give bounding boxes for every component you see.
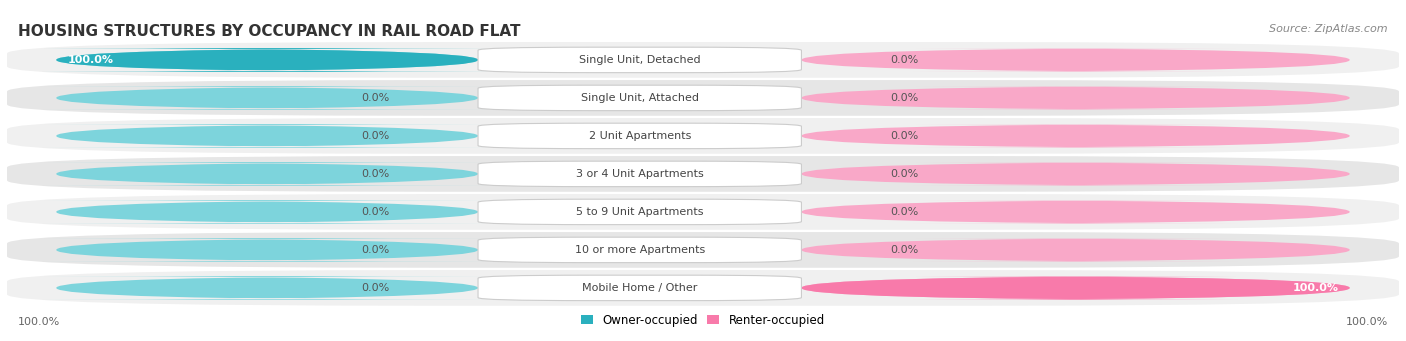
FancyBboxPatch shape bbox=[801, 86, 1350, 110]
FancyBboxPatch shape bbox=[7, 270, 1399, 306]
FancyBboxPatch shape bbox=[478, 123, 801, 149]
FancyBboxPatch shape bbox=[7, 232, 1399, 268]
FancyBboxPatch shape bbox=[801, 238, 1350, 262]
FancyBboxPatch shape bbox=[7, 80, 1399, 116]
Text: Mobile Home / Other: Mobile Home / Other bbox=[582, 283, 697, 293]
Legend: Owner-occupied, Renter-occupied: Owner-occupied, Renter-occupied bbox=[576, 309, 830, 332]
Text: 2 Unit Apartments: 2 Unit Apartments bbox=[589, 131, 690, 141]
Text: 100.0%: 100.0% bbox=[1346, 317, 1388, 327]
Text: 100.0%: 100.0% bbox=[18, 317, 60, 327]
FancyBboxPatch shape bbox=[42, 238, 492, 262]
FancyBboxPatch shape bbox=[801, 48, 1350, 72]
Text: 10 or more Apartments: 10 or more Apartments bbox=[575, 245, 704, 255]
FancyBboxPatch shape bbox=[801, 200, 1350, 224]
Text: 0.0%: 0.0% bbox=[890, 55, 918, 65]
FancyBboxPatch shape bbox=[42, 48, 492, 72]
Text: HOUSING STRUCTURES BY OCCUPANCY IN RAIL ROAD FLAT: HOUSING STRUCTURES BY OCCUPANCY IN RAIL … bbox=[18, 24, 520, 39]
Text: 0.0%: 0.0% bbox=[890, 93, 918, 103]
FancyBboxPatch shape bbox=[478, 237, 801, 263]
Text: Single Unit, Attached: Single Unit, Attached bbox=[581, 93, 699, 103]
Text: 0.0%: 0.0% bbox=[361, 93, 389, 103]
FancyBboxPatch shape bbox=[478, 161, 801, 187]
Text: Single Unit, Detached: Single Unit, Detached bbox=[579, 55, 700, 65]
FancyBboxPatch shape bbox=[42, 86, 492, 110]
FancyBboxPatch shape bbox=[801, 276, 1350, 300]
FancyBboxPatch shape bbox=[42, 124, 492, 148]
FancyBboxPatch shape bbox=[42, 276, 492, 300]
Text: 5 to 9 Unit Apartments: 5 to 9 Unit Apartments bbox=[576, 207, 703, 217]
Text: 100.0%: 100.0% bbox=[67, 55, 114, 65]
FancyBboxPatch shape bbox=[42, 48, 492, 72]
Text: 0.0%: 0.0% bbox=[361, 131, 389, 141]
FancyBboxPatch shape bbox=[42, 162, 492, 186]
Text: Source: ZipAtlas.com: Source: ZipAtlas.com bbox=[1270, 24, 1388, 34]
FancyBboxPatch shape bbox=[478, 85, 801, 110]
Text: 0.0%: 0.0% bbox=[361, 169, 389, 179]
Text: 0.0%: 0.0% bbox=[890, 207, 918, 217]
FancyBboxPatch shape bbox=[801, 162, 1350, 186]
Text: 0.0%: 0.0% bbox=[361, 245, 389, 255]
Text: 100.0%: 100.0% bbox=[1292, 283, 1339, 293]
Text: 0.0%: 0.0% bbox=[361, 207, 389, 217]
FancyBboxPatch shape bbox=[7, 42, 1399, 78]
Text: 0.0%: 0.0% bbox=[890, 169, 918, 179]
FancyBboxPatch shape bbox=[801, 276, 1350, 300]
FancyBboxPatch shape bbox=[478, 199, 801, 225]
FancyBboxPatch shape bbox=[7, 156, 1399, 192]
FancyBboxPatch shape bbox=[478, 275, 801, 301]
FancyBboxPatch shape bbox=[7, 194, 1399, 230]
Text: 0.0%: 0.0% bbox=[890, 131, 918, 141]
FancyBboxPatch shape bbox=[7, 118, 1399, 154]
FancyBboxPatch shape bbox=[42, 200, 492, 224]
Text: 0.0%: 0.0% bbox=[361, 283, 389, 293]
Text: 3 or 4 Unit Apartments: 3 or 4 Unit Apartments bbox=[576, 169, 703, 179]
Text: 0.0%: 0.0% bbox=[890, 245, 918, 255]
FancyBboxPatch shape bbox=[478, 47, 801, 73]
FancyBboxPatch shape bbox=[801, 124, 1350, 148]
